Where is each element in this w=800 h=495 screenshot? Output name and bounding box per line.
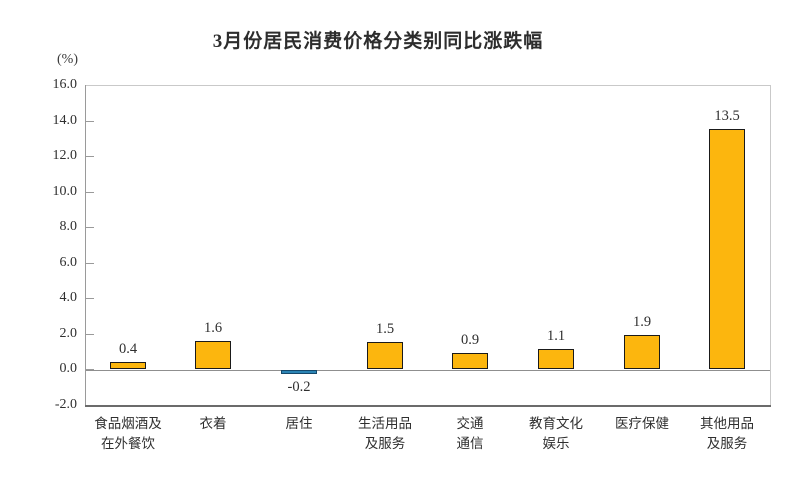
bar-value-label: 0.9 — [460, 332, 480, 348]
bar-value-label: 13.5 — [714, 108, 740, 124]
zero-baseline — [86, 370, 770, 371]
bar-value-label: 1.9 — [632, 314, 652, 330]
x-category-label: 居住 — [285, 416, 313, 431]
bar — [452, 353, 488, 369]
y-tick-label: 10.0 — [52, 183, 78, 199]
y-tick-label: 12.0 — [52, 148, 78, 164]
y-axis-tick — [86, 156, 94, 158]
y-tick-label: -2.0 — [54, 397, 77, 412]
y-tick-label: 2.0 — [59, 325, 78, 341]
x-category-label: 教育文化 娱乐 — [529, 416, 583, 451]
y-axis-tick — [86, 227, 94, 229]
bar — [538, 349, 574, 369]
bar-value-label: 0.4 — [118, 341, 138, 357]
plot-area — [85, 85, 770, 406]
bar — [281, 370, 317, 374]
y-tick-label: 16.0 — [52, 77, 78, 92]
y-axis-tick — [86, 262, 94, 264]
bar-value-label: -0.2 — [287, 379, 311, 395]
bar — [624, 335, 660, 369]
x-category-label: 衣着 — [199, 416, 227, 431]
bar — [367, 342, 403, 369]
y-axis-line — [85, 85, 86, 406]
y-axis-tick — [86, 369, 94, 371]
y-axis-tick — [86, 191, 94, 193]
bar-value-label: 1.5 — [375, 321, 395, 337]
bar — [110, 362, 146, 369]
plot-border-top — [85, 85, 770, 86]
x-category-label: 生活用品 及服务 — [358, 416, 412, 451]
y-axis-tick — [86, 298, 94, 300]
y-tick-label: 14.0 — [52, 112, 78, 128]
y-tick-label: 6.0 — [59, 254, 78, 270]
y-tick-label: 8.0 — [59, 219, 78, 235]
y-tick-label: 4.0 — [59, 290, 78, 306]
bar-value-label: 1.1 — [546, 328, 566, 344]
y-tick-label: 0.0 — [59, 361, 78, 377]
bar-value-label: 1.6 — [203, 320, 223, 336]
x-category-label: 食品烟酒及 在外餐饮 — [94, 416, 162, 451]
y-axis-tick — [86, 120, 94, 122]
y-axis-unit-label: (%) — [57, 52, 78, 67]
x-category-label: 交通 通信 — [456, 416, 484, 451]
x-category-label: 其他用品 及服务 — [700, 416, 754, 451]
x-category-label: 医疗保健 — [615, 416, 669, 431]
chart-title: 3月份居民消费价格分类别同比涨跌幅 — [212, 31, 544, 52]
x-axis-line — [85, 405, 771, 407]
plot-border-right — [770, 85, 771, 406]
bar — [709, 129, 745, 369]
bar — [195, 341, 231, 369]
y-axis-tick — [86, 333, 94, 335]
